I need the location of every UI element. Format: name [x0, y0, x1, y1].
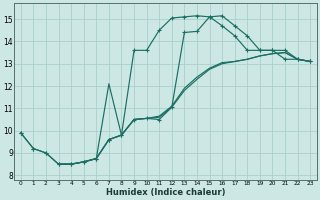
X-axis label: Humidex (Indice chaleur): Humidex (Indice chaleur) [106, 188, 225, 197]
